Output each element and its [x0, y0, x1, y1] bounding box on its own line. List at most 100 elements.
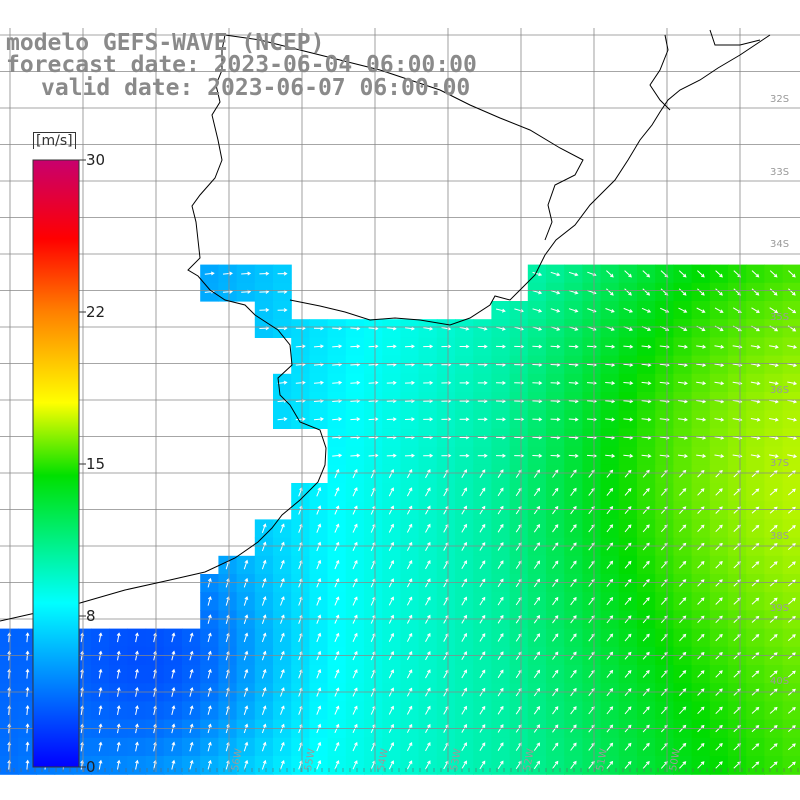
wind-arrow-head: [280, 614, 285, 619]
wind-arrow-head: [427, 705, 431, 710]
wind-arrow-head: [702, 417, 707, 422]
wind-arrow-head: [573, 578, 577, 583]
wind-arrow-head: [774, 327, 779, 332]
wind-arrow: [641, 307, 651, 313]
wind-arrow-head: [755, 597, 760, 602]
wind-arrow: [298, 742, 303, 752]
wind-arrow: [334, 469, 339, 479]
wind-arrow-head: [356, 380, 361, 385]
wind-arrow-head: [774, 417, 779, 422]
wind-arrow-head: [483, 380, 488, 385]
wind-arrow: [261, 633, 266, 643]
wind-arrow-head: [390, 578, 394, 583]
wind-arrow: [606, 506, 613, 515]
wind-arrow-head: [682, 542, 687, 547]
wind-arrow: [715, 543, 723, 551]
wind-arrow-head: [427, 632, 431, 637]
wind-arrow-head: [481, 596, 486, 601]
wind-arrow: [461, 597, 467, 606]
wind-arrow: [479, 560, 486, 569]
wind-arrow: [624, 761, 632, 769]
wind-arrow: [425, 597, 431, 606]
wind-arrow: [606, 670, 613, 678]
wind-arrow-head: [447, 344, 452, 349]
wind-arrow-head: [338, 417, 343, 422]
wind-arrow-head: [189, 650, 194, 655]
wind-arrow-head: [317, 723, 322, 728]
wind-arrow: [298, 542, 303, 552]
wind-arrow: [641, 363, 651, 366]
wind-arrow: [533, 651, 540, 660]
wind-arrow: [514, 326, 524, 330]
wind-arrow-head: [189, 723, 194, 728]
wind-arrow-head: [646, 578, 650, 583]
wind-arrow: [624, 615, 632, 624]
wind-arrow-head: [755, 670, 760, 675]
wind-arrow: [189, 651, 193, 661]
wind-arrow-head: [390, 560, 394, 564]
wind-arrow: [515, 488, 522, 497]
wind-arrow: [715, 743, 723, 751]
wind-arrow: [623, 418, 633, 421]
wind-arrow-head: [135, 686, 139, 691]
wind-arrow: [660, 670, 668, 678]
wind-arrow-head: [627, 560, 632, 565]
wind-arrow: [443, 578, 449, 588]
wind-arrow: [533, 560, 540, 569]
wind-arrow-head: [483, 453, 488, 458]
wind-arrow-head: [244, 668, 249, 673]
wind-arrow-head: [135, 705, 139, 710]
wind-arrow: [679, 634, 686, 642]
wind-arrow: [298, 633, 303, 643]
wind-arrow-head: [447, 326, 452, 331]
wind-arrow: [606, 615, 613, 624]
wind-arrow: [533, 615, 540, 624]
wind-arrow: [153, 651, 157, 661]
wind-arrow: [117, 706, 120, 715]
wind-arrow: [8, 633, 10, 643]
wind-arrow: [660, 579, 668, 587]
wind-arrow: [568, 271, 578, 276]
wind-arrow: [660, 506, 668, 514]
wind-arrow-head: [536, 487, 541, 492]
wind-arrow-head: [536, 651, 541, 656]
wind-arrow: [642, 615, 650, 624]
lat-label: 32S: [770, 94, 790, 105]
wind-arrow-head: [481, 724, 486, 728]
wind-arrow-head: [390, 669, 394, 674]
wind-arrow: [280, 742, 285, 752]
wind-arrow-head: [390, 487, 394, 492]
wind-arrow-head: [719, 633, 723, 638]
wind-arrow-head: [427, 578, 431, 583]
wind-arrow: [769, 743, 778, 751]
wind-arrow-head: [481, 487, 486, 492]
wind-arrow: [497, 615, 504, 624]
wind-arrow: [189, 633, 193, 643]
wind-arrow-head: [265, 308, 270, 313]
wind-arrow: [715, 470, 723, 478]
wind-arrow-head: [682, 633, 687, 638]
wind-arrow-head: [301, 344, 306, 349]
wind-arrow: [222, 272, 233, 275]
wind-arrow-head: [463, 469, 467, 473]
wind-arrow: [497, 633, 504, 642]
wind-arrow-head: [463, 596, 467, 601]
wind-arrow: [352, 542, 358, 552]
wind-arrow-head: [207, 759, 212, 764]
wind-arrow: [606, 561, 613, 569]
wind-arrow-head: [25, 741, 30, 746]
wind-arrow-head: [390, 760, 394, 765]
wind-arrow-head: [627, 633, 632, 638]
wind-arrow: [334, 596, 339, 606]
wind-arrow: [624, 270, 632, 278]
wind-arrow: [479, 524, 486, 533]
wind-arrow-head: [719, 291, 723, 296]
wind-arrow: [350, 327, 360, 330]
wind-arrow-head: [538, 327, 543, 331]
wind-arrow: [443, 760, 449, 770]
wind-arrow-head: [320, 380, 324, 385]
wind-arrow: [623, 400, 633, 402]
uruguay-coast: [289, 34, 771, 326]
wind-arrow: [641, 436, 651, 439]
wind-arrow-head: [317, 487, 322, 491]
